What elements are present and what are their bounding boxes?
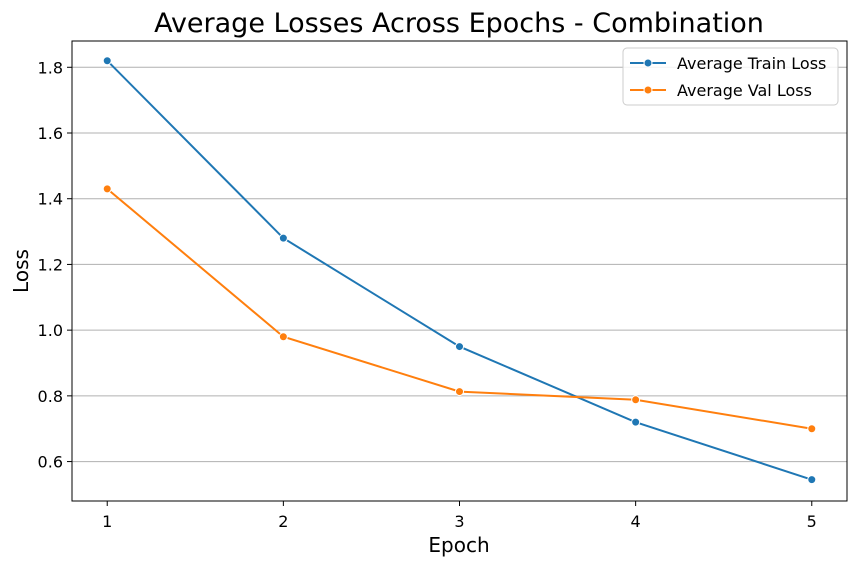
y-tick-label: 1.4 — [38, 190, 63, 209]
data-point — [102, 56, 112, 66]
y-tick-label: 0.8 — [38, 387, 63, 406]
series-average-val-loss — [102, 184, 817, 434]
chart-title: Average Losses Across Epochs - Combinati… — [154, 8, 764, 39]
plot-frame — [71, 40, 848, 502]
x-tick-label: 5 — [807, 512, 817, 531]
legend-marker — [643, 58, 653, 68]
y-tick-label: 1.2 — [38, 255, 63, 274]
legend-marker — [643, 85, 653, 95]
legend-item: Average Val Loss — [630, 81, 812, 100]
data-point — [455, 342, 464, 352]
x-axis-ticks: 1 2 3 4 5 — [102, 501, 817, 531]
data-point — [278, 233, 288, 243]
legend-label: Average Val Loss — [677, 81, 812, 100]
legend-label: Average Train Loss — [677, 54, 826, 73]
plot-series — [102, 56, 817, 485]
y-axis-ticks: 0.6 0.8 1.0 1.2 1.4 1.6 1.8 — [38, 58, 72, 472]
y-axis-label: Loss — [9, 249, 33, 293]
legend: Average Train Loss Average Val Loss — [622, 47, 839, 106]
y-tick-label: 1.6 — [38, 124, 63, 143]
legend-item: Average Train Loss — [630, 54, 826, 73]
x-tick-label: 4 — [631, 512, 641, 531]
series-line — [106, 60, 813, 481]
data-point — [455, 387, 464, 397]
x-tick-label: 1 — [102, 512, 112, 531]
data-point — [807, 424, 817, 434]
data-point — [631, 417, 641, 427]
x-tick-label: 3 — [454, 512, 464, 531]
legend-box — [622, 47, 839, 106]
data-point — [102, 184, 112, 194]
x-tick-label: 2 — [278, 512, 288, 531]
series-average-train-loss — [102, 56, 817, 485]
x-axis-label: Epoch — [428, 533, 489, 557]
data-point — [631, 395, 641, 405]
y-tick-label: 1.8 — [38, 58, 63, 77]
y-tick-label: 0.6 — [38, 453, 63, 472]
data-point — [278, 332, 288, 342]
y-tick-label: 1.0 — [38, 321, 63, 340]
data-point — [807, 475, 817, 485]
grid-lines — [72, 66, 847, 463]
